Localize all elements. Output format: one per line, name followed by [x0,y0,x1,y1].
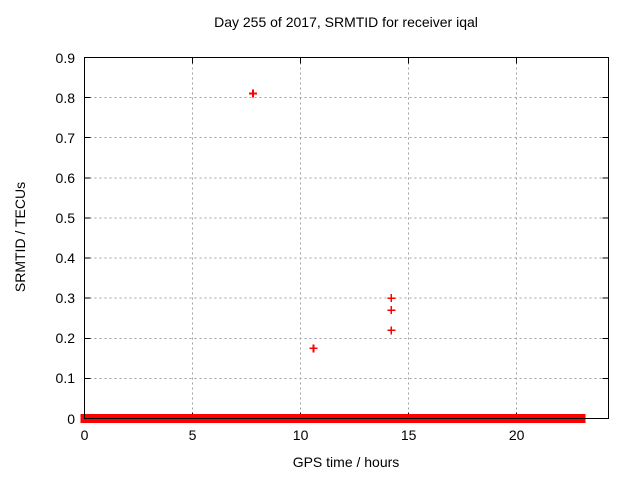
data-point-marker [387,306,396,315]
x-tick-label: 15 [400,427,417,443]
y-tick-label: 0.6 [55,169,75,186]
y-tick-label: 0.4 [55,250,75,267]
x-tick-label: 20 [508,427,525,443]
data-point-marker [309,344,318,353]
y-tick-label: 0.1 [55,370,75,387]
chart-title: Day 255 of 2017, SRMTID for receiver iqa… [214,14,478,30]
x-tick-label: 5 [188,427,197,443]
y-tick-label: 0.3 [55,290,75,307]
y-tick-label: 0.8 [55,89,75,106]
y-tick-label: 0.5 [55,209,75,226]
y-tick-label: 0 [67,410,75,427]
x-axis-label: GPS time / hours [292,454,400,470]
y-tick-label: 0.9 [55,49,75,66]
y-tick-label: 0.7 [55,129,75,146]
x-tick-label: 10 [292,427,309,443]
y-tick-label: 0.2 [55,330,75,347]
x-tick-label: 0 [80,427,89,443]
data-point-marker [387,326,396,335]
data-point-marker [387,294,396,303]
data-point-marker [249,89,258,98]
plot-border [84,57,609,419]
